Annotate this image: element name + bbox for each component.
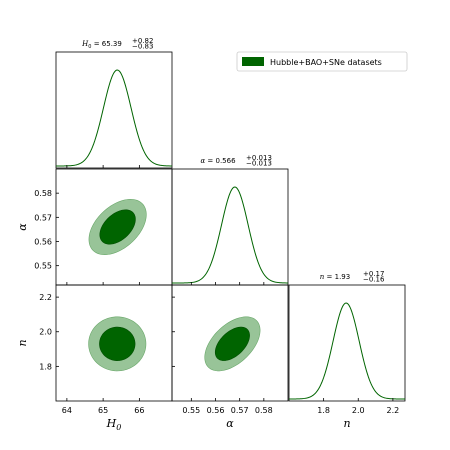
y-tick-label: 2.0 — [39, 328, 52, 337]
x-axis-label: α — [226, 417, 234, 430]
svg-text:+0.013: +0.013 — [246, 154, 272, 162]
legend-label: Hubble+BAO+SNe datasets — [270, 58, 382, 67]
x-tick-label: 0.57 — [231, 406, 249, 415]
svg-text:−0.16: −0.16 — [363, 276, 385, 284]
marginal-title: α = 0.566 +0.013−0.013 — [200, 154, 271, 168]
panel-1-1 — [171, 168, 289, 286]
x-axis-label: n — [343, 417, 350, 430]
x-axis-label: H0 — [106, 417, 122, 432]
svg-text:H0 = 65.39: H0 = 65.39 — [81, 40, 122, 50]
y-tick-label: 1.8 — [39, 362, 52, 371]
legend-swatch — [242, 57, 264, 66]
contour-68 — [99, 209, 136, 245]
x-tick-label: 0.58 — [255, 406, 273, 415]
x-tick-label: 0.56 — [207, 406, 225, 415]
panel-frame — [288, 284, 406, 402]
panel-2-1: 0.55 0.56 0.57 0.58 — [171, 284, 289, 415]
x-tick-label: 2.2 — [387, 406, 400, 415]
marginal-curve — [55, 69, 173, 167]
svg-text:+0.17: +0.17 — [363, 270, 384, 278]
panel-2-2: 1.8 2.0 2.2 — [288, 284, 406, 415]
y-tick-label: 0.55 — [34, 262, 52, 271]
svg-text:−0.83: −0.83 — [132, 43, 153, 51]
y-tick-label: 0.57 — [34, 213, 52, 222]
svg-text:n = 1.93: n = 1.93 — [320, 273, 350, 281]
x-tick-label: 1.8 — [317, 406, 330, 415]
svg-text:+0.82: +0.82 — [132, 37, 153, 45]
marginal-title: H0 = 65.39 +0.82−0.83 — [81, 37, 153, 51]
x-tick-label: 0.55 — [182, 406, 200, 415]
marginal-curve — [172, 186, 289, 284]
y-tick-label: 2.2 — [39, 293, 52, 302]
panel-0-0 — [55, 51, 173, 169]
x-tick-label: 64 — [62, 406, 72, 415]
legend-box — [236, 51, 408, 72]
y-tick-label: 0.56 — [34, 238, 52, 247]
panel-frame — [171, 284, 289, 402]
contour-68 — [99, 326, 136, 361]
x-tick-label: 2.0 — [352, 406, 365, 415]
y-tick-label: 0.58 — [34, 189, 52, 198]
y-axis-label: n — [16, 339, 29, 346]
x-tick-label: 66 — [134, 406, 144, 415]
panel-1-0: 0.55 0.56 0.57 0.58 — [34, 168, 173, 286]
legend: Hubble+BAO+SNe datasets — [236, 51, 408, 72]
marginal-title: n = 1.93 +0.17−0.16 — [320, 270, 385, 284]
contour-68 — [214, 326, 250, 361]
svg-text:−0.013: −0.013 — [246, 160, 272, 168]
x-tick-label: 65 — [98, 406, 108, 415]
marginal-curve — [289, 302, 405, 400]
panel-frame — [171, 168, 289, 286]
panel-2-0: 64 65 66 1.8 2.0 2.2 — [39, 284, 173, 415]
panel-frame — [55, 51, 173, 169]
y-axis-label: α — [16, 223, 29, 231]
svg-text:α = 0.566: α = 0.566 — [200, 157, 236, 165]
